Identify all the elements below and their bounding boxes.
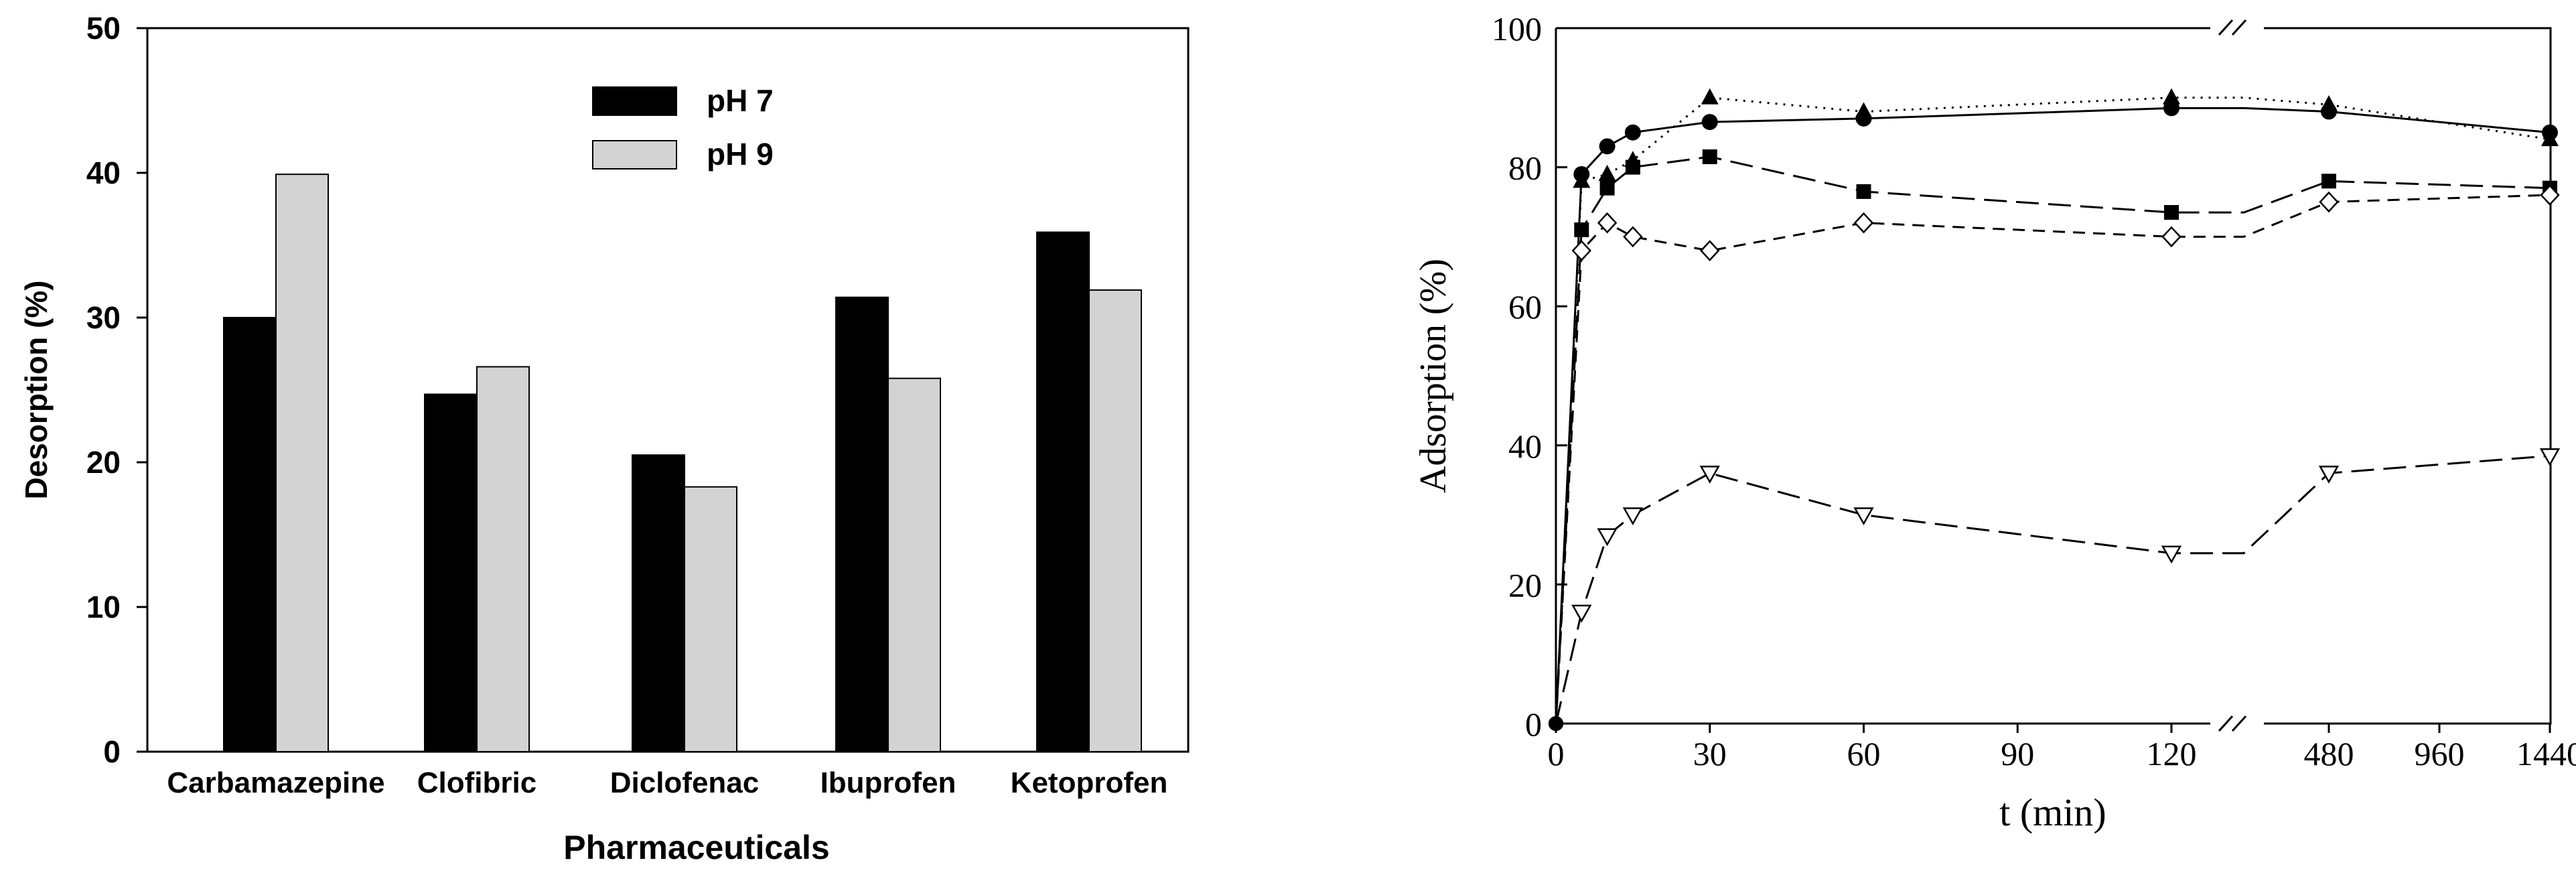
- bar-category-label: Clofibric: [417, 766, 536, 799]
- marker-filled-square: [1625, 159, 1640, 175]
- bar-y-tick-label: 20: [86, 445, 121, 480]
- line-y-axis-label: Adsorption (%): [1413, 259, 1454, 493]
- legend-label-ph9: pH 9: [707, 137, 774, 172]
- marker-filled-triangle: [1855, 102, 1873, 119]
- bar-y-tick-label: 40: [86, 155, 121, 190]
- marker-open-inverted-triangle: [2539, 448, 2561, 466]
- marker-filled-square: [2321, 174, 2336, 189]
- marker-open-inverted-triangle: [2161, 545, 2182, 564]
- bar-carbamazepine-ph7: [223, 317, 277, 752]
- series-line-filled-square: [1555, 155, 2551, 724]
- bar-x-axis-label: Pharmaceuticals: [563, 829, 829, 866]
- bar-ibuprofen-ph9: [887, 377, 941, 752]
- line-x-tick-label: 30: [1693, 735, 1727, 772]
- bar-ketoprofen-ph9: [1088, 289, 1142, 752]
- bar-category-label: Ketoprofen: [1011, 766, 1168, 799]
- legend-swatch-ph7: [592, 86, 677, 116]
- axis-break-bottom: [2218, 715, 2247, 732]
- bar-y-tick-label: 50: [86, 11, 121, 46]
- marker-filled-triangle: [2541, 130, 2559, 147]
- series-line-filled-triangle: [1555, 96, 2551, 724]
- bar-ketoprofen-ph7: [1036, 231, 1090, 752]
- marker-filled-square: [1599, 180, 1615, 196]
- marker-open-diamond: [1700, 240, 1720, 261]
- marker-filled-triangle: [1701, 88, 1719, 105]
- legend-label-ph7: pH 7: [707, 83, 774, 118]
- marker-open-diamond: [2540, 184, 2560, 206]
- marker-filled-square: [1856, 184, 1871, 199]
- marker-filled-square: [1574, 222, 1589, 238]
- marker-filled-circle: [1701, 114, 1718, 131]
- bar-y-axis-label: Desorption (%): [19, 280, 54, 499]
- line-x-tick-label: 0: [1548, 735, 1565, 772]
- adsorption-line-chart: 0 20 40 60 80 100 0 30 60 90 120 480 960 1440 Adsorp…: [1413, 10, 2576, 834]
- line-x-tick-label: 120: [2147, 735, 2197, 772]
- marker-filled-triangle: [1573, 172, 1591, 188]
- line-y-tick-label: 100: [1492, 10, 1542, 48]
- marker-open-diamond: [1853, 212, 1874, 234]
- marker-open-inverted-triangle: [1571, 604, 1592, 623]
- line-x-tick-label: 960: [2415, 735, 2465, 772]
- marker-open-inverted-triangle: [1699, 466, 1720, 484]
- marker-open-diamond: [1571, 240, 1591, 261]
- marker-open-diamond: [2319, 191, 2339, 213]
- axis-break-top: [2218, 19, 2247, 36]
- marker-open-inverted-triangle: [1597, 528, 1618, 547]
- bar-diclofenac-ph7: [632, 454, 685, 752]
- line-y-tick-label: 20: [1508, 566, 1542, 604]
- series-line-filled-circle: [1555, 107, 2551, 724]
- bar-clofibric-ph7: [424, 393, 478, 752]
- marker-filled-triangle: [2320, 95, 2338, 112]
- marker-open-diamond: [2161, 226, 2181, 248]
- bar-category-label: Carbamazepine: [167, 766, 384, 799]
- marker-filled-circle: [1599, 138, 1616, 155]
- marker-filled-square: [1702, 149, 1717, 165]
- bar-y-tick-label: 0: [103, 734, 121, 769]
- series-line-open-diamond: [1555, 194, 2551, 724]
- desorption-bar-chart: 0 10 20 30 40 50 Carbamazepine Clofibric Diclof…: [19, 11, 1190, 866]
- line-x-tick-label: 1440: [2516, 735, 2576, 772]
- series-line-open-inverted-triangle: [1555, 454, 2551, 724]
- bar-carbamazepine-ph9: [275, 174, 329, 753]
- line-y-tick-label: 80: [1508, 149, 1542, 187]
- line-x-tick-label: 90: [2001, 735, 2034, 772]
- marker-filled-triangle: [1598, 164, 1616, 181]
- bar-y-tick-label: 30: [86, 300, 121, 335]
- bar-y-tick-label: 10: [86, 590, 121, 624]
- marker-open-inverted-triangle: [2318, 466, 2340, 484]
- bar-category-label: Diclofenac: [610, 766, 760, 799]
- marker-open-diamond: [1597, 212, 1618, 234]
- marker-open-diamond: [1623, 226, 1643, 248]
- bar-legend: pH 7 pH 9: [592, 83, 774, 172]
- marker-open-inverted-triangle: [1853, 507, 1874, 526]
- line-y-tick-label: 40: [1508, 427, 1542, 465]
- marker-open-inverted-triangle: [1622, 507, 1644, 526]
- line-y-tick-label: 0: [1525, 705, 1542, 743]
- bar-category-label: Ibuprofen: [820, 766, 956, 799]
- bar-ibuprofen-ph7: [835, 296, 889, 752]
- line-plot-frame: [1555, 27, 2552, 725]
- bar-diclofenac-ph9: [684, 486, 737, 752]
- line-x-tick-label: 60: [1847, 735, 1881, 772]
- line-y-tick-label: 60: [1508, 288, 1542, 326]
- legend-swatch-ph9: [592, 140, 677, 169]
- marker-open-inverted-triangle: [1549, 716, 1563, 731]
- bar-clofibric-ph9: [476, 366, 530, 752]
- marker-filled-circle: [1624, 124, 1641, 141]
- marker-filled-triangle: [2163, 88, 2180, 105]
- line-x-tick-label: 480: [2304, 735, 2354, 772]
- marker-filled-square: [2164, 205, 2179, 220]
- line-x-axis-label: t (min): [1999, 791, 2106, 834]
